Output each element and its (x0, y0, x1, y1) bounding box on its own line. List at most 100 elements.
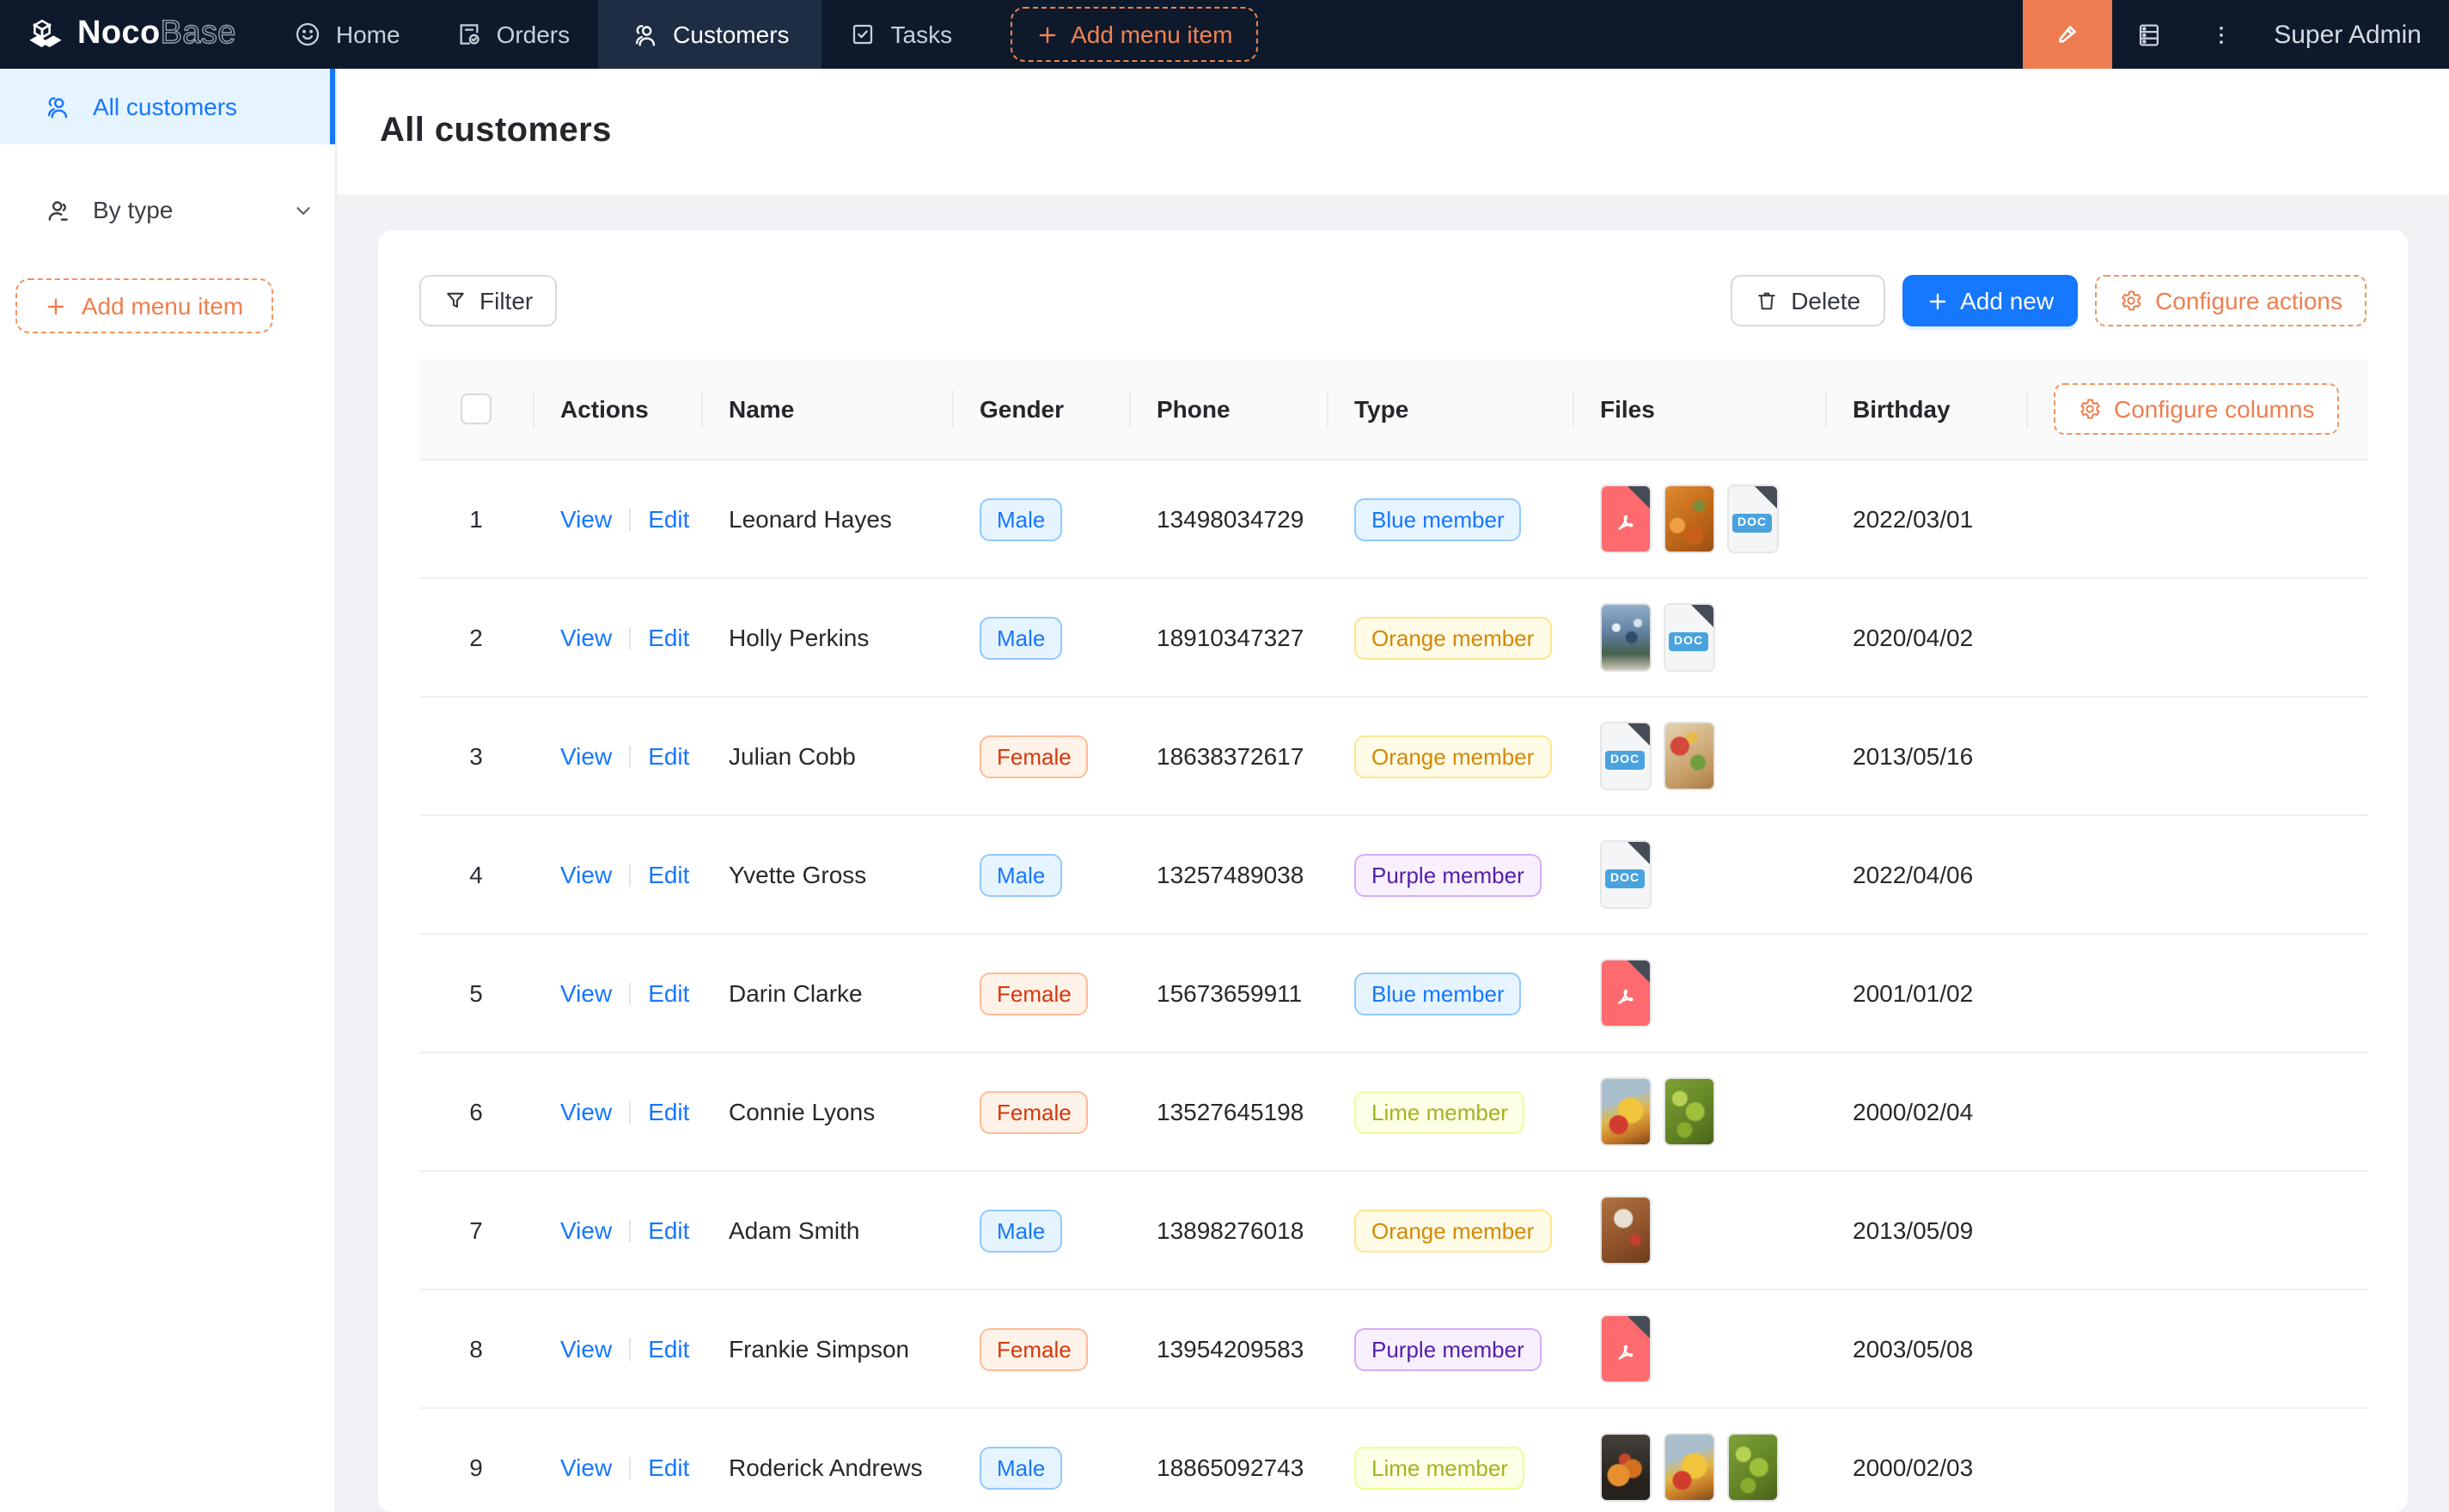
view-link[interactable]: View (560, 979, 613, 1007)
edit-link[interactable]: Edit (648, 505, 690, 533)
files-cell (1600, 1433, 1825, 1502)
phone-value: 13954209583 (1157, 1335, 1304, 1363)
birthday-value: 2001/01/02 (1853, 979, 1974, 1007)
action-divider (629, 1101, 632, 1124)
edit-link[interactable]: Edit (648, 1335, 690, 1363)
member-type-tag: Orange member (1354, 1209, 1552, 1252)
image-thumbnail[interactable] (1664, 722, 1715, 790)
configure-actions-button[interactable]: Configure actions (2095, 275, 2367, 326)
phone-value: 18865092743 (1157, 1454, 1304, 1481)
gender-tag: Male (980, 1209, 1063, 1252)
ui-editor-button[interactable] (2023, 0, 2113, 69)
image-thumbnail[interactable] (1600, 1077, 1652, 1146)
view-link[interactable]: View (560, 624, 613, 651)
pdf-file-icon[interactable] (1600, 485, 1652, 553)
page-title: All customers (380, 112, 612, 149)
sidebar-item-by-type[interactable]: By type (0, 172, 335, 247)
member-type-tag: Blue member (1354, 972, 1522, 1015)
sidebar-item-all-customers[interactable]: All customers (0, 69, 335, 144)
page-fold (1628, 842, 1650, 864)
image-thumbnail[interactable] (1727, 1433, 1779, 1502)
files-cell: DOC (1600, 485, 1825, 553)
customers-icon (630, 20, 659, 49)
delete-button[interactable]: Delete (1731, 275, 1885, 326)
image-thumbnail[interactable] (1664, 1433, 1715, 1502)
image-thumbnail[interactable] (1600, 1433, 1652, 1502)
image-thumbnail[interactable] (1664, 485, 1715, 553)
view-link[interactable]: View (560, 742, 613, 770)
tasks-icon (850, 21, 877, 48)
logo-base: Base (160, 15, 236, 52)
image-thumbnail[interactable] (1600, 603, 1652, 672)
pdf-file-icon[interactable] (1600, 1314, 1652, 1383)
phone-value: 13527645198 (1157, 1098, 1304, 1125)
table-body: 1 View Edit Leonard Hayes Male 13498034729 Blu… (419, 460, 2368, 1512)
edit-link[interactable]: Edit (648, 979, 690, 1007)
row-index: 4 (469, 861, 483, 888)
customer-name: Adam Smith (729, 1216, 860, 1244)
view-link[interactable]: View (560, 1335, 613, 1363)
doc-label: DOC (1605, 751, 1646, 770)
birthday-value: 2013/05/16 (1853, 742, 1974, 770)
view-link[interactable]: View (560, 1216, 613, 1244)
nav-item-tasks[interactable]: Tasks (822, 0, 980, 69)
nav-item-customers[interactable]: Customers (597, 0, 822, 69)
select-all-checkbox[interactable] (461, 393, 492, 425)
edit-link[interactable]: Edit (648, 1454, 690, 1481)
edit-link[interactable]: Edit (648, 624, 690, 651)
current-user[interactable]: Super Admin (2274, 20, 2422, 49)
gender-tag: Female (980, 735, 1089, 777)
customer-name: Leonard Hayes (729, 505, 892, 533)
member-type-tag: Purple member (1354, 853, 1542, 896)
highlighter-icon (2052, 19, 2083, 50)
edit-link[interactable]: Edit (648, 1216, 690, 1244)
table-row: 9 View Edit Roderick Andrews Male 18865092743… (419, 1408, 2368, 1512)
nav-add-menu-item-button[interactable]: Add menu item (1011, 7, 1259, 62)
table-row: 1 View Edit Leonard Hayes Male 13498034729 Blu… (419, 460, 2368, 579)
files-cell (1600, 1077, 1825, 1146)
nocobase-logo[interactable]: NocoBase (0, 0, 267, 69)
action-divider (629, 746, 632, 768)
view-link[interactable]: View (560, 505, 613, 533)
birthday-value: 2022/03/01 (1853, 505, 1974, 533)
gender-tag: Male (980, 1446, 1063, 1489)
table-row: 4 View Edit Yvette Gross Male 13257489038 Purp… (419, 815, 2368, 935)
member-type-tag: Blue member (1354, 497, 1522, 540)
edit-link[interactable]: Edit (648, 1098, 690, 1125)
smile-icon (295, 21, 322, 48)
edit-link[interactable]: Edit (648, 861, 690, 888)
more-actions-button[interactable] (2184, 0, 2257, 69)
filter-button[interactable]: Filter (419, 275, 558, 326)
doc-file-icon[interactable]: DOC (1727, 485, 1779, 553)
nav-item-orders[interactable]: Orders (428, 0, 598, 69)
row-index: 8 (469, 1335, 483, 1363)
cube-logo-icon (24, 14, 65, 55)
plus-icon (1926, 290, 1948, 312)
customer-name: Roderick Andrews (729, 1454, 923, 1481)
column-header-type: Type (1327, 359, 1573, 460)
member-type-tag: Orange member (1354, 735, 1552, 777)
view-link[interactable]: View (560, 1098, 613, 1125)
page-fold (1628, 1316, 1650, 1338)
filter-funnel-icon (443, 289, 467, 313)
sidebar-add-menu-item-button[interactable]: Add menu item (15, 278, 273, 333)
view-link[interactable]: View (560, 861, 613, 888)
image-thumbnail[interactable] (1664, 1077, 1715, 1146)
database-icon (2134, 20, 2163, 49)
nav-item-home[interactable]: Home (267, 0, 428, 69)
edit-link[interactable]: Edit (648, 742, 690, 770)
page-fold (1628, 960, 1650, 983)
action-divider (629, 1338, 632, 1361)
image-thumbnail[interactable] (1600, 1196, 1652, 1265)
doc-file-icon[interactable]: DOC (1600, 722, 1652, 790)
pdf-file-icon[interactable] (1600, 959, 1652, 1027)
database-button[interactable] (2112, 0, 2184, 69)
table-row: 5 View Edit Darin Clarke Female 15673659911 Bl… (419, 934, 2368, 1053)
configure-columns-button[interactable]: Configure columns (2054, 383, 2339, 435)
doc-file-icon[interactable]: DOC (1664, 603, 1715, 672)
customer-name: Holly Perkins (729, 624, 870, 651)
column-header-phone: Phone (1129, 359, 1327, 460)
view-link[interactable]: View (560, 1454, 613, 1481)
doc-file-icon[interactable]: DOC (1600, 840, 1652, 909)
add-new-button[interactable]: Add new (1902, 275, 2079, 326)
